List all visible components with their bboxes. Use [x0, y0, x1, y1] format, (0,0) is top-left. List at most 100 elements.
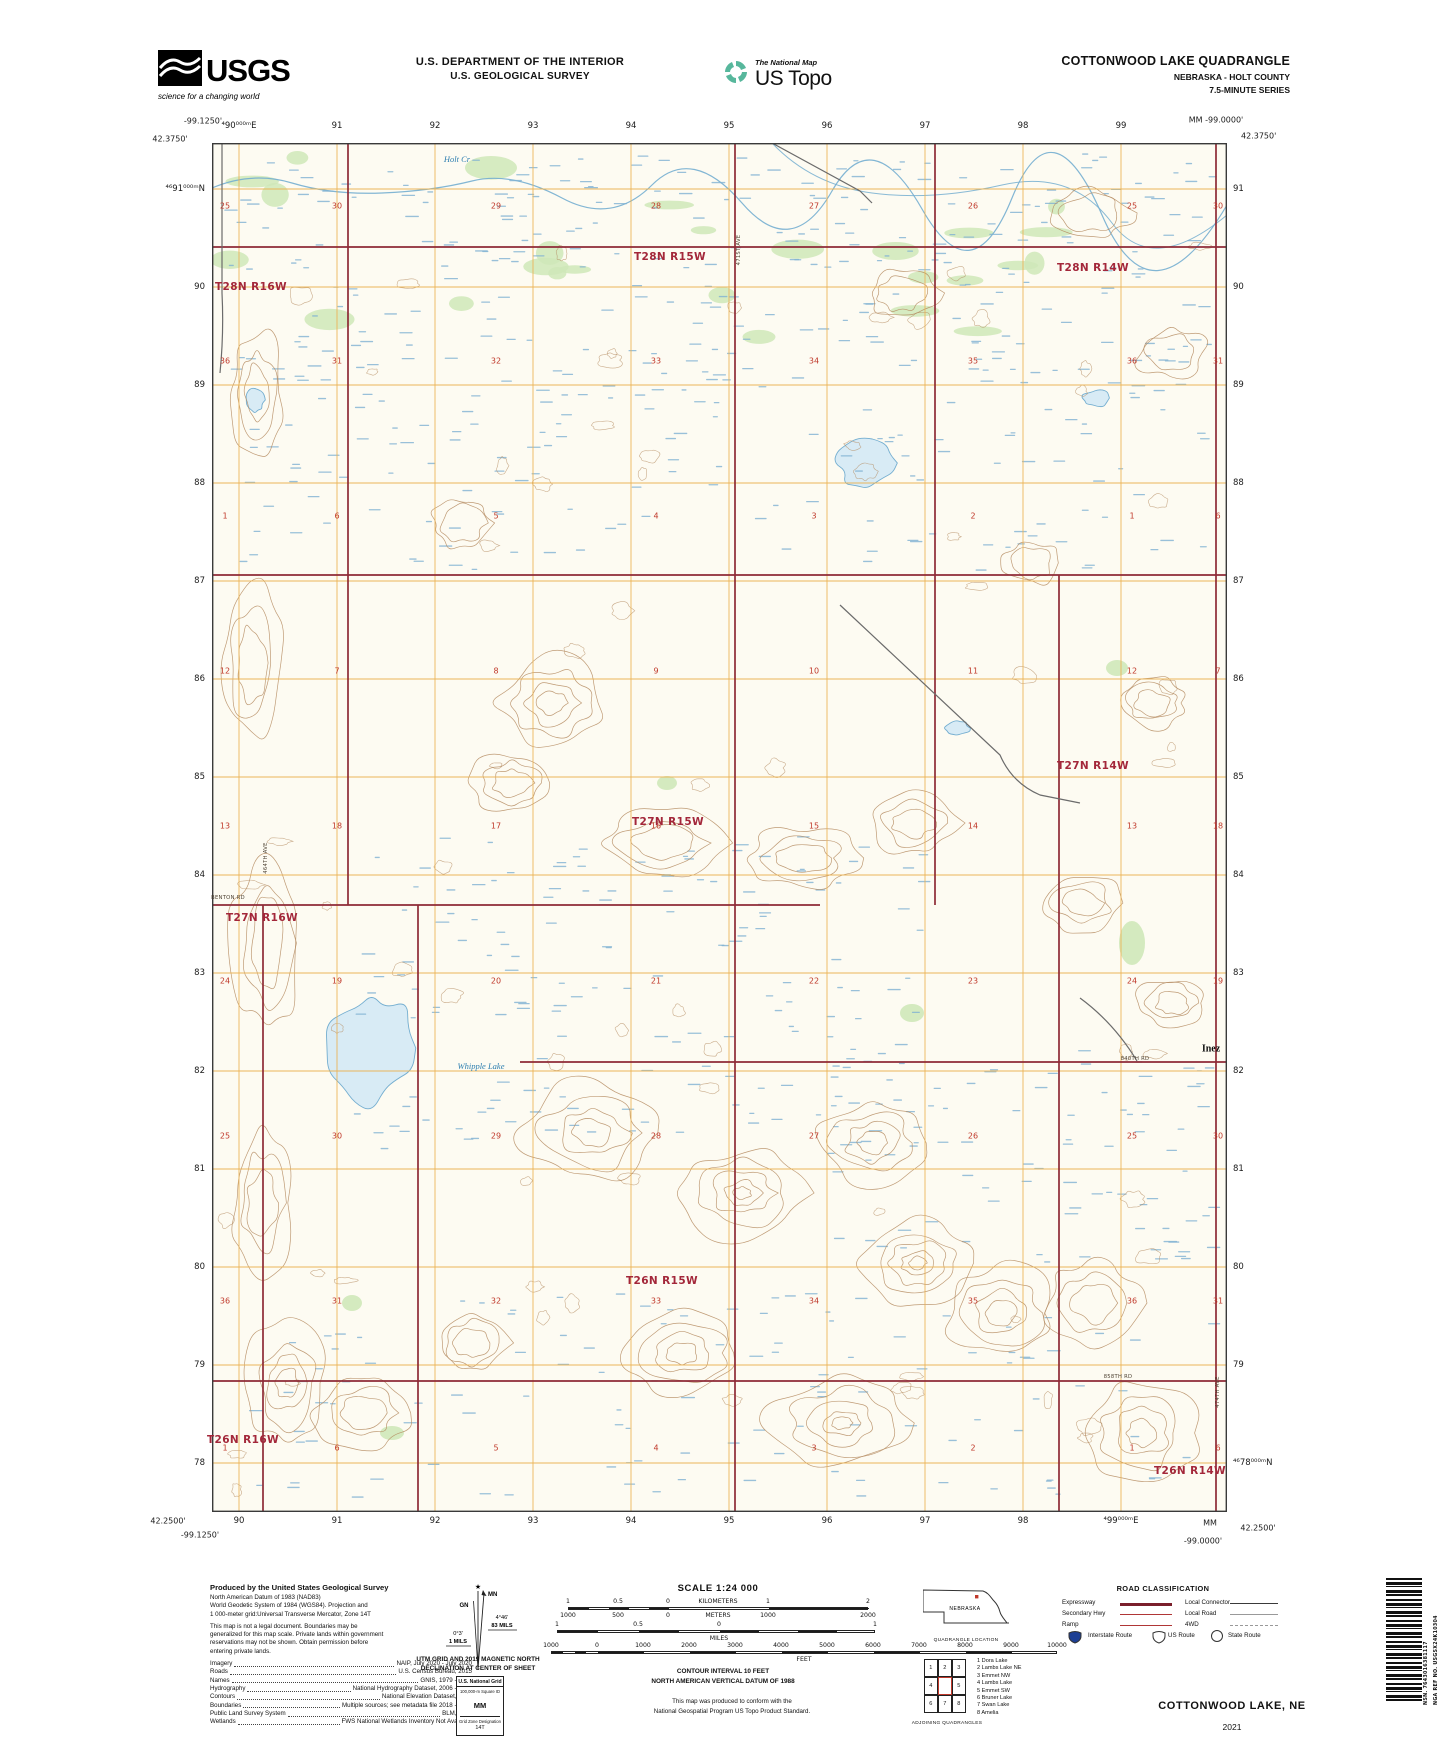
adjoining-quad-name: 4 Lambs Lake — [977, 1680, 1013, 1687]
wetland-dash — [397, 974, 406, 976]
wetland-dash — [706, 378, 718, 381]
wetland-dash — [1010, 211, 1023, 213]
contour-line — [899, 1372, 925, 1382]
contour-line — [908, 1255, 928, 1271]
credits-source-row: Wetlands FWS National Wetlands Inventory … — [210, 1718, 472, 1726]
wetland-dash — [840, 455, 853, 457]
grid-northing-label: 81 — [194, 1164, 205, 1174]
wetland-dash — [551, 1010, 562, 1012]
wetland-dash — [1078, 1050, 1091, 1052]
contour-line — [1119, 1190, 1146, 1208]
contour-line — [880, 1234, 957, 1294]
scale-bar — [551, 1651, 1057, 1654]
wetland-dash — [1160, 539, 1174, 542]
wetland-dash — [949, 234, 956, 236]
contour-line — [227, 1449, 247, 1459]
vegetation-patch — [304, 308, 355, 331]
wetland-dash — [601, 309, 614, 311]
wetland-dash — [911, 1011, 920, 1013]
wetland-dash — [1138, 1075, 1153, 1077]
wetland-dash — [298, 346, 308, 348]
wetland-dash — [567, 508, 573, 510]
grid-northing-label: 81 — [1233, 1164, 1244, 1174]
wetland-dash — [592, 987, 598, 989]
contour-line — [890, 1381, 912, 1395]
contour-line — [611, 601, 636, 620]
contour-line — [971, 309, 991, 328]
wetland-dash — [523, 1395, 530, 1397]
wetland-dash — [410, 310, 421, 312]
wetland-dash — [743, 1479, 757, 1482]
wetland-dash — [652, 258, 663, 260]
wetland-dash — [934, 439, 944, 441]
contour-line — [482, 759, 543, 807]
wetland-dash — [728, 296, 739, 298]
declination-left-deg: 0°3' — [453, 1631, 463, 1637]
credits-source-row: Names GNIS, 1979 - 2019 — [210, 1677, 472, 1685]
wetland-dash — [339, 476, 348, 478]
wetland-dash — [360, 340, 374, 343]
wetland-dash — [701, 1065, 711, 1067]
grid-northing-label: 82 — [1233, 1066, 1244, 1076]
wetland-dash — [318, 471, 332, 473]
wetland-dash — [907, 250, 913, 252]
wetland-dash — [486, 318, 497, 320]
wetland-dash — [925, 1221, 939, 1223]
adjoining-cell: 2 — [937, 1658, 952, 1677]
scale-bar-segment — [569, 1608, 589, 1609]
credits-line: World Geodetic System of 1984 (WGS84). P… — [210, 1602, 368, 1610]
wetland-dash — [759, 915, 767, 917]
wetland-dash — [771, 1351, 780, 1353]
wetland-dash — [834, 1095, 843, 1098]
wetland-dash — [1080, 1063, 1092, 1065]
contour-line — [562, 1108, 633, 1153]
wetland-dash — [963, 236, 975, 238]
contour-line — [1042, 877, 1124, 934]
scale-bar-segment — [769, 1608, 869, 1609]
wetland-dash — [335, 1333, 346, 1335]
contour-line — [805, 1400, 873, 1448]
wetland-dash — [749, 1112, 755, 1114]
wetland-dash — [490, 1099, 501, 1101]
wetland-dash — [1187, 1085, 1201, 1088]
wetland-dash — [658, 159, 670, 161]
wetland-dash — [817, 328, 830, 330]
adjoining-cell: 1 — [923, 1658, 938, 1677]
wetland-dash — [548, 888, 562, 890]
wetland-dash — [829, 1320, 835, 1322]
contour-line — [366, 368, 379, 376]
wetland-dash — [877, 1052, 886, 1055]
wetland-dash — [1061, 236, 1072, 238]
wetland-dash — [901, 455, 910, 457]
wetland-dash — [865, 336, 879, 338]
contour-line — [430, 499, 496, 550]
wetland-dash — [765, 314, 775, 316]
scale-tick-label: 9000 — [1003, 1642, 1019, 1649]
wetland-dash — [847, 1356, 854, 1358]
wetland-dash — [1135, 1227, 1146, 1230]
wetland-dash — [759, 1312, 768, 1314]
wetland-dash — [850, 1048, 857, 1050]
scale-unit-label: 0 — [666, 1612, 670, 1619]
wetland-dash — [401, 194, 416, 196]
ustopo-swirl-icon — [722, 58, 750, 91]
wetland-dash — [491, 879, 497, 882]
wetland-dash — [959, 284, 967, 286]
wetland-dash — [452, 431, 462, 433]
wetland-dash — [785, 240, 799, 242]
scale-tick-label: 2000 — [681, 1642, 697, 1649]
adjoining-quad-name: 7 Swan Lake — [977, 1702, 1010, 1709]
adjoining-cell: 5 — [951, 1676, 966, 1695]
contour-line — [227, 853, 297, 1026]
wetland-dash — [665, 437, 676, 440]
wetland-dash — [672, 1041, 681, 1043]
wetland-dash — [667, 459, 680, 461]
wetland-dash — [1166, 1149, 1177, 1151]
wetland-dash — [510, 1309, 517, 1311]
usng-square-id: MM — [473, 1700, 487, 1710]
wetland-dash — [327, 454, 340, 456]
credits-source-label: Names — [210, 1676, 230, 1684]
contour-line — [231, 1483, 242, 1497]
